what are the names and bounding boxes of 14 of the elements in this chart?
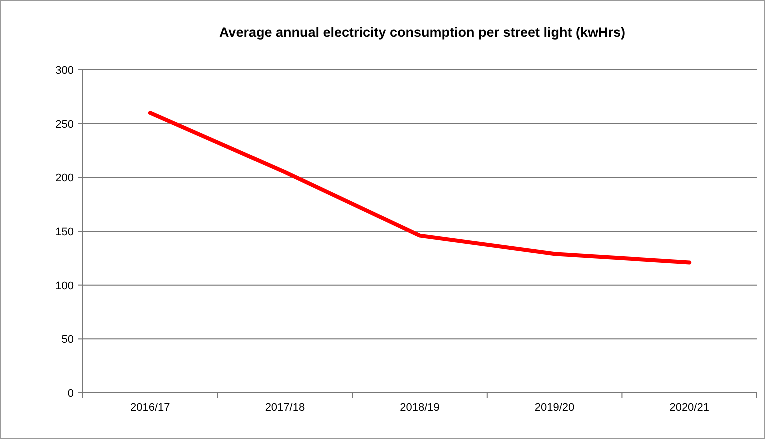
line-series bbox=[148, 111, 692, 265]
y-tick-label: 250 bbox=[56, 118, 74, 131]
x-tick-label: 2017/18 bbox=[265, 402, 306, 414]
x-tick-label: 2016/17 bbox=[130, 402, 170, 414]
x-tick-label: 2018/19 bbox=[400, 402, 440, 414]
y-tick-label: 200 bbox=[56, 172, 74, 185]
y-tick-label: 300 bbox=[56, 65, 74, 77]
x-tick-label: 2019/20 bbox=[534, 402, 575, 414]
chart-title: Average annual electricity consumption per street light (kwHrs) bbox=[219, 25, 626, 40]
y-tick-label: 100 bbox=[56, 280, 74, 292]
x-tick-label: 2020/21 bbox=[670, 402, 710, 414]
y-tick-label: 0 bbox=[68, 388, 74, 400]
y-tick-label: 150 bbox=[56, 226, 74, 238]
y-tick-label: 50 bbox=[62, 334, 74, 346]
